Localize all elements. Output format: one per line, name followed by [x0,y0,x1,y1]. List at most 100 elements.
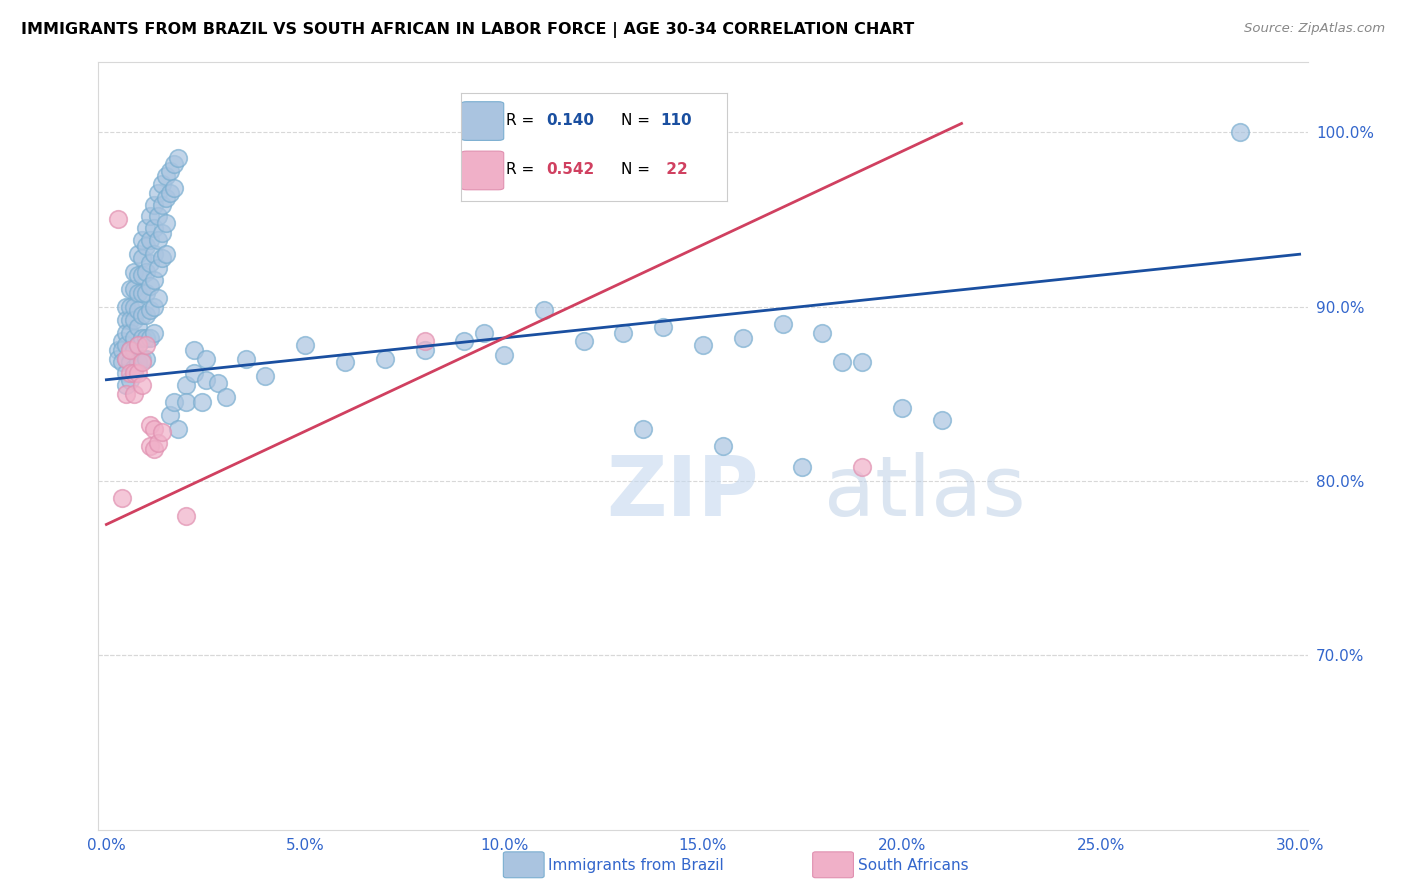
Point [115,351,138,366]
Point [127,268,149,282]
Point [155,169,177,183]
Point [122,386,145,401]
Point [135,285,157,300]
Point [135,351,157,366]
Point [155,247,177,261]
Point [143,221,166,235]
Point [572,128,595,143]
Point [163,395,186,409]
Point [494,348,516,362]
Point [127,338,149,352]
Point [254,369,277,384]
Point [146,435,169,450]
Point [143,198,166,212]
Point [191,395,214,409]
Point [174,508,197,523]
Point [139,439,162,453]
Point [135,221,157,235]
Text: atlas: atlas [824,451,1025,533]
Point [135,308,157,322]
Point [115,366,138,380]
Point [146,291,169,305]
Point [131,308,153,322]
Point [122,282,145,296]
Point [174,378,197,392]
Point [150,425,173,439]
Point [612,326,634,340]
Point [194,351,217,366]
Point [143,300,166,314]
Point [174,395,197,409]
Point [135,338,157,352]
Point [135,331,157,345]
Point [131,268,153,282]
Point [792,459,814,474]
Point [139,303,162,318]
Point [731,331,754,345]
Point [122,360,145,375]
Point [652,320,675,334]
Point [115,378,138,392]
Point [851,459,873,474]
Point [931,413,953,427]
Point [111,343,134,358]
Point [333,355,356,369]
Point [115,351,138,366]
Point [127,303,149,318]
Point [215,390,238,404]
Point [143,421,166,435]
Point [131,285,153,300]
Point [163,156,186,170]
Point [143,326,166,340]
Point [139,209,162,223]
Point [235,351,257,366]
Point [159,163,181,178]
Point [146,209,169,223]
Point [1229,125,1251,139]
Point [111,491,134,506]
Point [107,212,129,227]
Point [120,343,142,358]
Point [127,338,149,352]
Point [115,338,138,352]
Point [120,373,142,387]
Point [167,152,190,166]
Point [122,366,145,380]
Point [294,338,316,352]
Point [127,285,149,300]
Point [890,401,912,415]
Point [131,355,153,369]
Point [163,181,186,195]
Point [143,442,166,457]
Point [120,282,142,296]
Point [194,373,217,387]
Point [633,421,655,435]
Point [183,343,205,358]
Point [150,198,173,212]
Point [374,351,396,366]
Point [120,326,142,340]
Point [115,386,138,401]
Point [131,378,153,392]
Point [183,366,205,380]
Point [120,313,142,327]
Point [115,313,138,327]
Point [120,366,142,380]
Point [143,273,166,287]
Point [120,300,142,314]
Point [811,326,834,340]
Point [127,366,149,380]
Point [453,334,475,349]
Point [159,186,181,201]
Point [115,300,138,314]
Point [692,338,714,352]
Point [150,251,173,265]
Point [146,261,169,276]
Point [139,331,162,345]
Point [131,351,153,366]
Point [107,351,129,366]
Text: Immigrants from Brazil: Immigrants from Brazil [548,858,724,872]
Point [150,227,173,241]
Point [711,439,734,453]
Point [107,343,129,358]
